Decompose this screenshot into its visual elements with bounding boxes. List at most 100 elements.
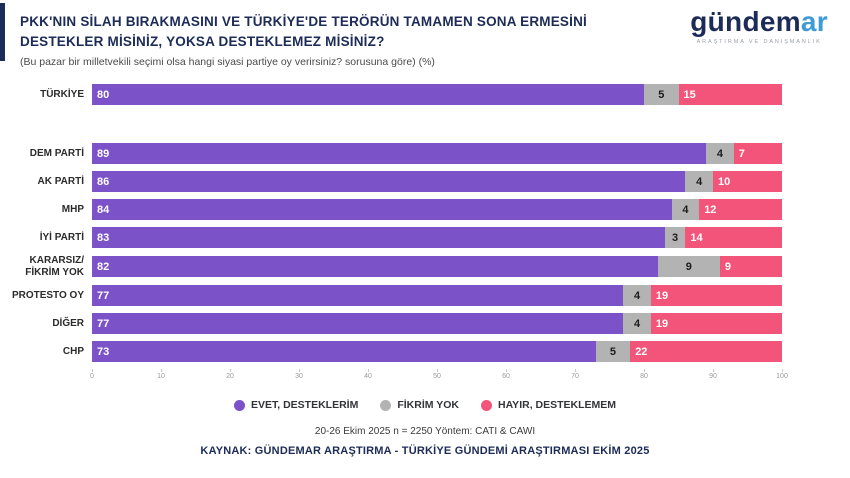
title-line-2: DESTEKLER MİSİNİZ, YOKSA DESTEKLEMEZ MİS… [20, 33, 385, 49]
bar-track: 73 5 22 [92, 341, 782, 363]
bar-row: MHP 84 4 12 [10, 199, 782, 221]
segment-evet: 73 [92, 341, 596, 363]
segment-fikrim-yok: 4 [706, 143, 734, 165]
segment-fikrim-yok: 9 [657, 256, 720, 278]
axis-tick-label: 10 [157, 369, 165, 381]
segment-value: 5 [658, 88, 665, 101]
bar-track: 86 4 10 [92, 171, 782, 193]
axis-tick-label: 80 [640, 369, 648, 381]
segment-value: 77 [97, 289, 110, 302]
bar-row: CHP 73 5 22 [10, 341, 782, 363]
legend-item-evet: EVET, DESTEKLERİM [233, 399, 359, 412]
segment-value: 9 [724, 260, 732, 273]
segment-value: 7 [738, 147, 745, 160]
category-label: DİĞER [52, 317, 84, 329]
axis-tick-label: 20 [226, 369, 234, 381]
segment-value: 80 [97, 88, 110, 101]
legend-item-hayir: HAYIR, DESTEKLEMEM [480, 399, 617, 412]
segment-value: 22 [635, 345, 648, 358]
legend: EVET, DESTEKLERİM FİKRİM YOK HAYIR, DEST… [0, 399, 850, 411]
segment-hayir: 10 [712, 171, 782, 193]
segment-value: 4 [696, 175, 703, 188]
legend-label-hayir: HAYIR, DESTEKLEMEM [497, 399, 617, 412]
methodology-note: 20-26 Ekim 2025 n = 2250 Yöntem: CATI & … [314, 426, 536, 438]
bar-row: KARARSIZ/ FİKRİM YOK 82 9 9 [10, 255, 782, 278]
legend-label-evet: EVET, DESTEKLERİM [250, 399, 359, 412]
segment-value: 19 [655, 317, 669, 330]
legend-dot-evet-icon [233, 399, 245, 411]
segment-hayir: 19 [650, 313, 782, 335]
category-label: KARARSIZ/ FİKRİM YOK [25, 255, 84, 278]
bar-row: DEM PARTİ 89 4 7 [10, 143, 782, 165]
segment-fikrim-yok: 4 [623, 285, 651, 307]
segment-value: 4 [682, 203, 689, 216]
subtitle: (Bu pazar bir milletvekili seçimi olsa h… [20, 56, 435, 69]
bar-track: 82 9 9 [92, 256, 782, 278]
legend-item-fikrim-yok: FİKRİM YOK [380, 399, 459, 411]
segment-evet: 89 [92, 143, 707, 165]
bar-row: PROTESTO OY 77 4 19 [10, 285, 782, 307]
segment-fikrim-yok: 4 [671, 199, 700, 221]
category-label: AK PARTİ [37, 175, 84, 187]
segment-value: 5 [609, 345, 616, 358]
segment-fikrim-yok: 5 [644, 84, 679, 106]
bar-row: AK PARTİ 86 4 10 [10, 171, 782, 193]
bar-row: İYİ PARTİ 83 3 14 [10, 227, 782, 249]
bar-track: 84 4 12 [92, 199, 782, 221]
segment-evet: 86 [92, 171, 686, 193]
axis-tick-label: 70 [571, 369, 579, 381]
segment-hayir: 22 [630, 341, 782, 363]
brand-logo: gündemar ARAŞTIRMA VE DANIŞMANLIK [690, 6, 828, 46]
bar-track: 89 4 7 [92, 143, 782, 165]
segment-hayir: 7 [733, 143, 782, 165]
axis-tick-label: 40 [364, 369, 372, 381]
header: PKK'NIN SİLAH BIRAKMASINI VE TÜRKİYE'DE … [0, 0, 850, 68]
bar-rows: TÜRKİYE 80 5 15 DEM PARTİ 89 4 7 AK PARTİ 86 4 10 MH… [10, 84, 782, 363]
segment-value: 9 [685, 260, 692, 273]
segment-hayir: 12 [699, 199, 782, 221]
segment-value: 84 [97, 203, 110, 216]
logo-tagline: ARAŞTIRMA VE DANIŞMANLIK [696, 39, 822, 45]
title-accent-bar [0, 3, 5, 61]
segment-value: 3 [671, 231, 679, 244]
bar-track: 80 5 15 [92, 84, 782, 106]
segment-value: 77 [97, 317, 110, 330]
segment-evet: 77 [92, 313, 624, 335]
stacked-bar-chart: TÜRKİYE 80 5 15 DEM PARTİ 89 4 7 AK PARTİ 86 4 10 MH… [0, 84, 850, 363]
footer: 20-26 Ekim 2025 n = 2250 Yöntem: CATI & … [0, 426, 850, 457]
category-label: TÜRKİYE [40, 88, 84, 100]
axis-tick-label: 30 [295, 369, 303, 381]
segment-evet: 82 [92, 256, 658, 278]
legend-label-fikrim-yok: FİKRİM YOK [397, 399, 459, 412]
logo-text-secondary: ar [800, 6, 828, 37]
segment-evet: 80 [92, 84, 644, 106]
segment-value: 82 [97, 260, 110, 273]
logo-text-primary: gündem [690, 6, 801, 37]
segment-hayir: 9 [719, 256, 782, 278]
axis-spacer [10, 369, 92, 383]
title-line-1: PKK'NIN SİLAH BIRAKMASINI VE TÜRKİYE'DE … [20, 14, 587, 29]
bar-track: 77 4 19 [92, 285, 782, 307]
segment-value: 4 [716, 147, 723, 160]
segment-hayir: 14 [685, 227, 782, 249]
segment-value: 89 [97, 147, 110, 160]
axis-tick-label: 50 [433, 369, 441, 381]
segment-value: 4 [634, 289, 641, 302]
bar-row: TÜRKİYE 80 5 15 [10, 84, 782, 106]
segment-value: 15 [683, 88, 696, 101]
segment-value: 86 [97, 175, 110, 188]
segment-value: 4 [634, 317, 641, 330]
segment-value: 73 [97, 345, 110, 358]
legend-dot-fikrim-yok-icon [380, 399, 392, 411]
page-title: PKK'NIN SİLAH BIRAKMASINI VE TÜRKİYE'DE … [20, 12, 660, 51]
category-label: İYİ PARTİ [39, 231, 84, 243]
legend-dot-hayir-icon [480, 399, 492, 411]
segment-value: 14 [690, 231, 703, 244]
axis-tick-label: 0 [90, 369, 94, 381]
category-label: MHP [61, 203, 84, 215]
source-note: KAYNAK: GÜNDEMAR ARAŞTIRMA - TÜRKİYE GÜN… [200, 445, 650, 458]
segment-value: 83 [97, 231, 110, 244]
bar-track: 83 3 14 [92, 227, 782, 249]
axis-tick-label: 90 [709, 369, 717, 381]
bar-row: DİĞER 77 4 19 [10, 313, 782, 335]
